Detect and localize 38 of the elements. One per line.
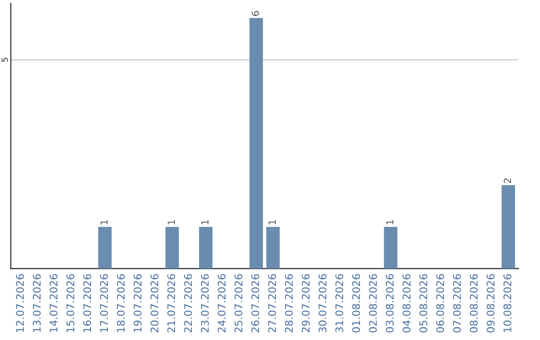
- x-tick-label: 24.07.2026: [218, 274, 226, 332]
- data-label: 1: [386, 220, 394, 224]
- data-label: 1: [201, 220, 208, 224]
- x-tick-label: 31.07.2026: [335, 274, 344, 332]
- x-tick-label: 18.07.2026: [116, 274, 125, 332]
- x-tick-label: 01.08.2026: [352, 274, 360, 332]
- x-tick-label: 22.07.2026: [184, 274, 192, 332]
- data-label: 1: [168, 220, 175, 224]
- x-tick-label: 28.07.2026: [284, 274, 293, 332]
- x-tick-label: 26.07.2026: [251, 274, 260, 332]
- x-tick-label: 23.07.2026: [200, 274, 209, 332]
- x-tick-label: 07.08.2026: [453, 274, 461, 332]
- x-tick-label: 13.07.2026: [32, 274, 41, 332]
- x-tick-label: 02.08.2026: [368, 274, 377, 332]
- x-tick-label: 29.07.2026: [302, 274, 310, 332]
- x-tick-label: 14.07.2026: [50, 274, 58, 332]
- data-label: 1: [268, 220, 276, 224]
- x-tick-label: 25.07.2026: [234, 274, 242, 332]
- x-tick-label: 20.07.2026: [150, 274, 158, 332]
- x-tick-label: 21.07.2026: [167, 274, 176, 332]
- x-tick-label: 15.07.2026: [66, 274, 74, 332]
- y-tick-label: 5: [2, 58, 8, 62]
- data-label: 2: [504, 178, 511, 183]
- x-tick-label: 27.07.2026: [268, 274, 276, 332]
- x-tick-label: 03.08.2026: [386, 274, 394, 332]
- x-tick-label: 08.08.2026: [470, 274, 478, 332]
- x-tick-label: 04.08.2026: [402, 274, 410, 332]
- x-tick-label: 19.07.2026: [134, 274, 142, 332]
- x-tick-label: 16.07.2026: [83, 274, 92, 332]
- x-tick-label: 10.08.2026: [503, 274, 512, 332]
- x-tick-label: 05.08.2026: [419, 274, 428, 332]
- x-tick-label: 06.08.2026: [436, 274, 444, 332]
- data-label: 1: [100, 220, 108, 224]
- x-tick-label: 12.07.2026: [16, 274, 24, 332]
- x-tick-label: 30.07.2026: [318, 274, 326, 332]
- data-label: 6: [252, 11, 260, 16]
- x-tick-label: 09.08.2026: [486, 274, 495, 332]
- x-tick-label: 17.07.2026: [100, 274, 108, 332]
